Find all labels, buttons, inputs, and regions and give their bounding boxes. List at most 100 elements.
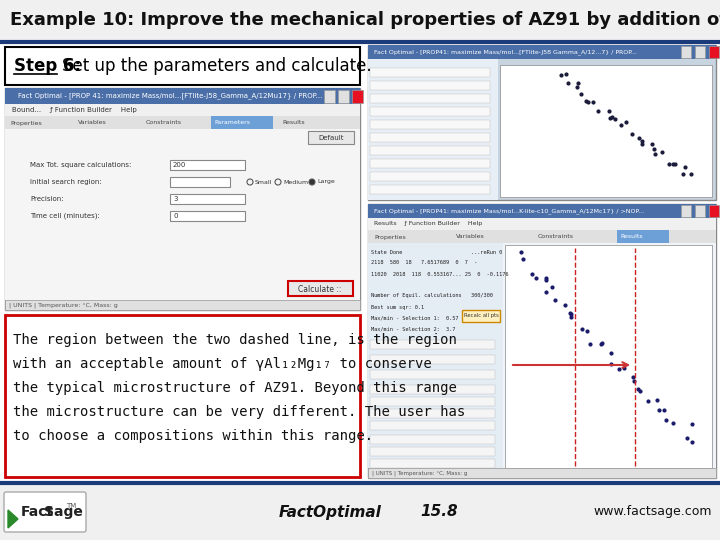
Text: Medium: Medium <box>283 179 308 185</box>
Text: Properties: Properties <box>374 234 406 240</box>
Bar <box>462 310 500 322</box>
Text: 0: 0 <box>173 213 178 219</box>
Bar <box>370 185 490 194</box>
Bar <box>370 146 490 155</box>
Text: www.factsage.com: www.factsage.com <box>593 505 712 518</box>
Text: 2118  580  18   7.6517689  0  7  -: 2118 580 18 7.6517689 0 7 - <box>371 260 477 266</box>
Text: Variables: Variables <box>456 234 485 240</box>
Bar <box>368 243 503 468</box>
Text: Max/min - Selection 2:  3.7: Max/min - Selection 2: 3.7 <box>371 327 455 332</box>
Text: Precision:: Precision: <box>30 196 63 202</box>
Bar <box>368 468 716 478</box>
Bar <box>368 204 716 478</box>
Bar <box>170 194 245 204</box>
Bar <box>695 46 705 58</box>
Text: Variables: Variables <box>78 120 107 125</box>
Text: Large: Large <box>317 179 335 185</box>
Bar <box>370 421 495 430</box>
Bar <box>370 435 495 444</box>
Text: Best sum sqr: 0.1: Best sum sqr: 0.1 <box>371 305 424 309</box>
Bar <box>370 397 495 406</box>
Bar <box>0 483 720 540</box>
Bar <box>370 385 495 394</box>
Bar <box>709 205 719 217</box>
Text: Recalc all pts: Recalc all pts <box>464 314 498 319</box>
Text: | UNITS | Temperature: °C, Mass: g: | UNITS | Temperature: °C, Mass: g <box>372 470 467 476</box>
Bar <box>170 211 245 221</box>
Text: 11020  2018  118  0.553167... 25  0  -0.1176: 11020 2018 118 0.553167... 25 0 -0.1176 <box>371 272 508 276</box>
Bar <box>368 243 716 468</box>
Text: Constraints: Constraints <box>146 120 182 125</box>
Bar <box>5 47 360 85</box>
Text: Fact Optimal - [PROP41: maximize Mass/mol...K-lite-c10_Gamma_A/12Mc17} / >NOP...: Fact Optimal - [PROP41: maximize Mass/mo… <box>374 208 644 214</box>
Bar <box>324 90 335 103</box>
Bar <box>681 46 691 58</box>
Text: State Done                      ...reRun 0: State Done ...reRun 0 <box>371 249 503 254</box>
Bar <box>288 281 353 296</box>
Text: Calculate ::: Calculate :: <box>298 285 342 294</box>
Text: Step 6:: Step 6: <box>14 57 81 75</box>
Bar <box>370 120 490 129</box>
FancyBboxPatch shape <box>4 492 86 532</box>
Text: Small: Small <box>255 179 272 185</box>
Bar <box>500 65 712 197</box>
Text: Sage: Sage <box>44 505 83 519</box>
Text: Max Tot. square calculations:: Max Tot. square calculations: <box>30 162 131 168</box>
Text: Bound...    ƒ Function Builder    Help: Bound... ƒ Function Builder Help <box>12 107 137 113</box>
Bar <box>5 88 360 310</box>
Text: Constraints: Constraints <box>538 234 574 240</box>
Text: 15.8: 15.8 <box>420 504 458 519</box>
Bar <box>370 159 490 168</box>
Bar <box>617 230 669 243</box>
Text: the typical microstructure of AZ91. Beyond this range: the typical microstructure of AZ91. Beyo… <box>13 381 457 395</box>
Bar <box>170 177 230 187</box>
Bar <box>370 447 495 456</box>
Text: Results: Results <box>620 234 643 240</box>
Bar <box>368 218 716 230</box>
Bar <box>370 370 495 379</box>
Text: TM: TM <box>66 503 76 509</box>
Bar <box>5 129 360 300</box>
Text: Initial search region:: Initial search region: <box>30 179 102 185</box>
Text: Fact Optimal - [PROP 41: maximize Mass/mol...[FTlite-J58_Gamma_A/12Mu17} / PROP.: Fact Optimal - [PROP 41: maximize Mass/m… <box>18 93 323 99</box>
Bar <box>5 116 360 129</box>
Bar <box>5 300 360 310</box>
Text: The region between the two dashed line, is the region: The region between the two dashed line, … <box>13 333 457 347</box>
Bar <box>370 133 490 142</box>
Text: Fact: Fact <box>21 505 54 519</box>
Bar <box>368 45 716 200</box>
Bar <box>368 45 716 59</box>
Bar <box>211 116 273 129</box>
Text: Default: Default <box>318 135 343 141</box>
Bar <box>5 88 360 104</box>
Polygon shape <box>8 510 18 528</box>
Bar <box>352 90 363 103</box>
Bar <box>5 315 360 477</box>
Bar <box>338 90 349 103</box>
Bar <box>370 81 490 90</box>
Bar <box>505 245 712 468</box>
Text: Results    ƒ Function Builder    Help: Results ƒ Function Builder Help <box>374 221 482 226</box>
Bar <box>370 107 490 116</box>
Bar <box>370 68 490 77</box>
Circle shape <box>309 179 315 185</box>
Text: Fact Optimal - [PROP41: maximize Mass/mol...[FTlite-J58 Gamma_A/12...7} / PROP..: Fact Optimal - [PROP41: maximize Mass/mo… <box>374 49 637 55</box>
Text: | UNITS | Temperature: °C, Mass: g: | UNITS | Temperature: °C, Mass: g <box>9 302 118 308</box>
Bar <box>368 204 716 218</box>
Text: with an acceptable amount of γAl₁₂Mg₁₇ to conserve: with an acceptable amount of γAl₁₂Mg₁₇ t… <box>13 357 432 371</box>
Bar <box>695 205 705 217</box>
Bar <box>0 0 720 40</box>
Text: Example 10: Improve the mechanical properties of AZ91 by addition of Ca and RE -: Example 10: Improve the mechanical prope… <box>10 11 720 29</box>
Text: 200: 200 <box>173 162 186 168</box>
Text: Properties: Properties <box>10 120 42 125</box>
Bar <box>370 94 490 103</box>
Text: Set up the parameters and calculate.: Set up the parameters and calculate. <box>62 57 372 75</box>
Text: the microstructure can be very different. The user has: the microstructure can be very different… <box>13 405 465 419</box>
Bar <box>170 160 245 170</box>
Bar <box>368 59 498 200</box>
Bar <box>370 409 495 418</box>
Text: Time cell (minutes):: Time cell (minutes): <box>30 213 100 219</box>
Text: 3: 3 <box>173 196 178 202</box>
Bar <box>370 355 495 364</box>
Text: Results: Results <box>282 120 305 125</box>
